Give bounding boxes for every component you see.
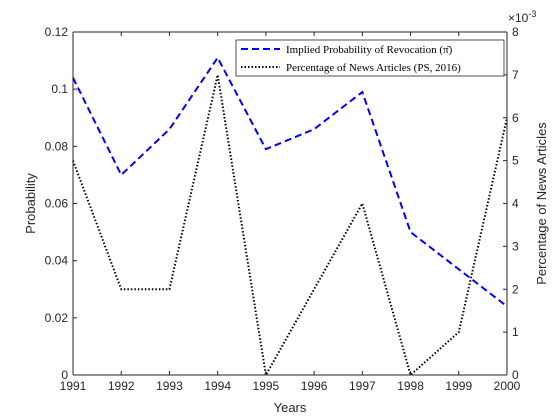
right-y-tick-label: 3 [512, 239, 519, 253]
right-y-tick-label: 6 [512, 111, 519, 125]
left-y-axis-label: Probability [23, 173, 38, 234]
legend: Implied Probability of Revocation (π̄) P… [235, 39, 505, 77]
multiplier-exponent: -3 [528, 9, 536, 19]
x-tick-label: 1996 [301, 379, 328, 393]
series-line-news-articles [72, 74, 508, 378]
x-tick-label: 1994 [204, 379, 231, 393]
left-y-tick-label: 0.02 [45, 311, 69, 325]
right-y-tick-label: 1 [512, 325, 519, 339]
right-y-tick-label: 2 [512, 282, 519, 296]
x-tick-label: 1991 [60, 379, 87, 393]
right-y-tick-label: 4 [512, 197, 519, 211]
x-tick-label: 1999 [445, 379, 472, 393]
legend-box [235, 39, 505, 77]
legend-label-probability: Implied Probability of Revocation (π̄) [286, 44, 453, 56]
x-tick-label: 2000 [494, 379, 521, 393]
right-y-tick-label: 8 [512, 25, 519, 39]
series-layer [72, 55, 508, 378]
x-tick-label: 1992 [108, 379, 135, 393]
x-tick-label: 1998 [397, 379, 424, 393]
plot-area [73, 32, 507, 375]
left-y-tick-label: 0.1 [51, 82, 68, 96]
right-y-tick-label: 7 [512, 68, 519, 82]
right-y-tick-label: 5 [512, 154, 519, 168]
left-y-tick-label: 0.12 [45, 25, 69, 39]
series-line-probability [72, 55, 508, 308]
right-y-axis-label: Percentage of News Articles [534, 122, 549, 285]
left-y-tick-label: 0.06 [45, 197, 69, 211]
legend-label-news: Percentage of News Articles (PS, 2016) [286, 62, 461, 74]
x-tick-label: 1993 [156, 379, 183, 393]
right-y-tick-label: 0 [512, 368, 519, 382]
right-axis-multiplier: ×10-3 [508, 9, 536, 25]
ticks-layer: 1991 1992 1993 1994 1995 1996 1997 1998 1999 2000… [45, 25, 521, 393]
left-y-tick-label: 0.08 [45, 139, 69, 153]
x-tick-label: 1997 [349, 379, 376, 393]
x-tick-label: 1995 [253, 379, 280, 393]
left-y-tick-label: 0.04 [45, 254, 69, 268]
x-axis-label: Years [274, 400, 307, 415]
multiplier-base: ×10 [508, 11, 529, 25]
left-y-tick-label: 0 [61, 368, 68, 382]
